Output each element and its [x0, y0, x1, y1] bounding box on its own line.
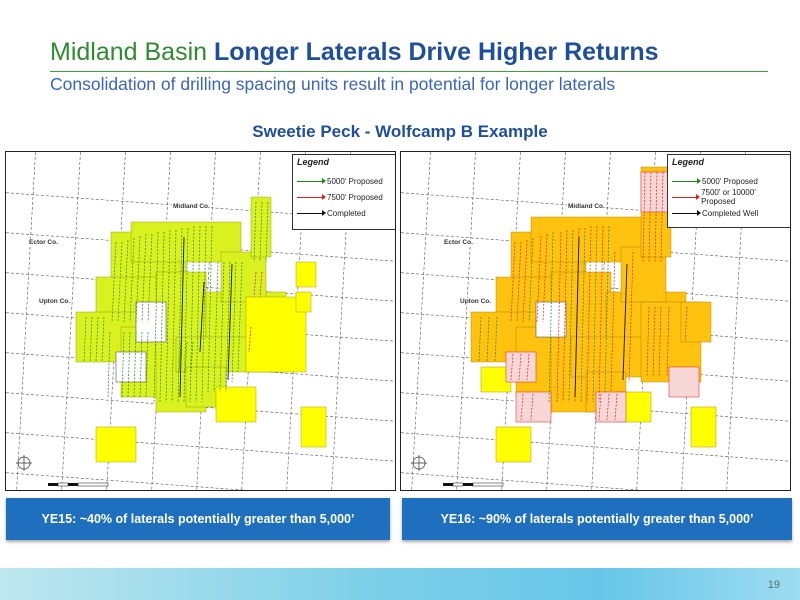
county-label-midland: Midland Co. [567, 203, 606, 210]
map-ye16-canvas [401, 152, 790, 490]
map-ye16: Midland Co. Ector Co. Upton Co. Legend 5… [400, 151, 791, 491]
slide-title: Midland Basin Longer Laterals Drive High… [50, 38, 659, 67]
map-legend: Legend 5000' Proposed 7500' Proposed Com… [292, 154, 395, 230]
title-highlight: Longer Laterals Drive Higher Returns [213, 38, 659, 66]
legend-title: Legend [672, 157, 705, 167]
map-ye15: Midland Co. Ector Co. Upton Co. Legend 5… [5, 151, 396, 491]
legend-label: 7500' Proposed [327, 192, 383, 202]
county-label-ector: Ector Co. [443, 239, 474, 246]
county-label-upton: Upton Co. [459, 298, 493, 305]
lateral-lines-ye16 [510, 171, 688, 421]
county-label-midland: Midland Co. [172, 203, 211, 210]
map-legend: Legend 5000' Proposed 7500' or 10000' Pr… [667, 154, 790, 228]
north-arrow [411, 455, 427, 471]
map-ye15-canvas [6, 152, 395, 490]
legend-label: Completed Well [702, 208, 759, 218]
page-number: 19 [767, 579, 780, 591]
red-arrow-icon [297, 193, 326, 200]
caption-ye15: YE15: ~40% of laterals potentially great… [6, 498, 390, 540]
legend-item: 5000' Proposed [297, 173, 392, 189]
acreage-blocks [75, 196, 327, 463]
legend-item: 5000' Proposed [672, 173, 789, 189]
black-arrow-icon [672, 209, 701, 216]
lateral-lines-red [248, 271, 263, 353]
slide-subtitle: Consolidation of drilling spacing units … [50, 74, 616, 94]
green-arrow-icon [672, 177, 701, 184]
scale-bar [48, 482, 109, 487]
black-arrow-icon [297, 209, 326, 216]
caption-ye16: YE16: ~90% of laterals potentially great… [402, 498, 792, 540]
footer-band [0, 568, 800, 600]
lateral-lines-black [574, 236, 628, 398]
county-label-upton: Upton Co. [38, 298, 72, 305]
example-title: Sweetie Peck - Wolfcamp B Example [252, 122, 548, 141]
scale-bar [443, 482, 504, 487]
legend-label: 5000' Proposed [702, 176, 758, 186]
red-arrow-icon [672, 193, 701, 200]
lateral-lines-green [478, 225, 610, 403]
lateral-lines-black [179, 236, 233, 398]
legend-label: 7500' or 10000' Proposed [701, 188, 756, 206]
legend-item: 7500' or 10000' Proposed [672, 188, 789, 206]
legend-item: Completed Well [672, 205, 789, 221]
green-arrow-icon [297, 177, 326, 184]
north-arrow [16, 455, 32, 471]
legend-item: Completed [297, 205, 392, 221]
legend-label: Completed [327, 208, 366, 218]
county-label-ector: Ector Co. [28, 239, 59, 246]
title-prefix: Midland Basin [50, 38, 208, 66]
legend-label: 5000' Proposed [327, 176, 383, 186]
lateral-lines-ye15 [83, 201, 269, 403]
legend-item: 7500' Proposed [297, 189, 392, 205]
title-divider [50, 71, 768, 72]
acreage-blocks [470, 166, 717, 463]
legend-title: Legend [297, 157, 330, 167]
